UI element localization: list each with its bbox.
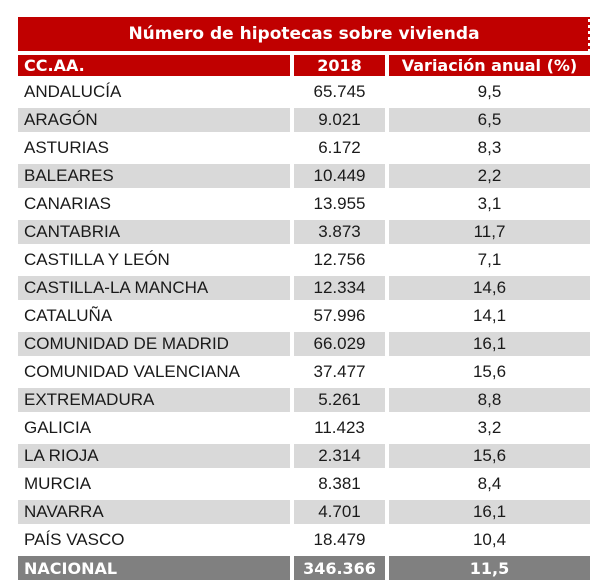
table-title: Número de hipotecas sobre vivienda — [14, 13, 594, 55]
variation-cell: 14,6 — [385, 272, 594, 304]
value-2018-cell: 2.314 — [290, 440, 389, 472]
region-name-cell: PAÍS VASCO — [14, 524, 294, 556]
variation-cell: 10,4 — [385, 524, 594, 556]
variation-cell: 6,5 — [385, 104, 594, 136]
value-2018-cell: 10.449 — [290, 160, 389, 192]
region-name-cell: COMUNIDAD DE MADRID — [14, 328, 294, 360]
value-2018-cell: 5.261 — [290, 384, 389, 416]
value-2018-cell: 8.381 — [290, 468, 389, 500]
variation-cell: 7,1 — [385, 244, 594, 276]
footer-value-2018-cell: 346.366 — [290, 552, 389, 584]
table-row: CASTILLA Y LEÓN 12.756 7,1 — [14, 244, 594, 276]
page-break-dashed-line — [588, 13, 591, 53]
region-name-cell: CANARIAS — [14, 188, 294, 220]
table-row: ARAGÓN 9.021 6,5 — [14, 104, 594, 136]
region-name-cell: CASTILLA-LA MANCHA — [14, 272, 294, 304]
column-header-2018: 2018 — [290, 51, 389, 80]
table-row: ASTURIAS 6.172 8,3 — [14, 132, 594, 164]
footer-region-name-cell: NACIONAL — [14, 552, 294, 584]
mortgage-table: Número de hipotecas sobre vivienda CC.AA… — [14, 13, 594, 584]
variation-cell: 9,5 — [385, 76, 594, 108]
variation-cell: 3,2 — [385, 412, 594, 444]
variation-cell: 16,1 — [385, 328, 594, 360]
region-name-cell: ASTURIAS — [14, 132, 294, 164]
variation-cell: 15,6 — [385, 440, 594, 472]
column-header-ccaa: CC.AA. — [14, 51, 294, 80]
value-2018-cell: 12.334 — [290, 272, 389, 304]
table-row: CANTABRIA 3.873 11,7 — [14, 216, 594, 248]
variation-cell: 8,4 — [385, 468, 594, 500]
region-name-cell: BALEARES — [14, 160, 294, 192]
table-row: CASTILLA-LA MANCHA 12.334 14,6 — [14, 272, 594, 304]
variation-cell: 15,6 — [385, 356, 594, 388]
variation-cell: 8,3 — [385, 132, 594, 164]
region-name-cell: GALICIA — [14, 412, 294, 444]
region-name-cell: EXTREMADURA — [14, 384, 294, 416]
value-2018-cell: 9.021 — [290, 104, 389, 136]
table-row: PAÍS VASCO 18.479 10,4 — [14, 524, 594, 556]
table-header-row: CC.AA. 2018 Variación anual (%) — [14, 51, 594, 80]
table-row: CATALUÑA 57.996 14,1 — [14, 300, 594, 332]
value-2018-cell: 57.996 — [290, 300, 389, 332]
region-name-cell: ARAGÓN — [14, 104, 294, 136]
region-name-cell: NAVARRA — [14, 496, 294, 528]
table-row: MURCIA 8.381 8,4 — [14, 468, 594, 500]
value-2018-cell: 37.477 — [290, 356, 389, 388]
table-row: GALICIA 11.423 3,2 — [14, 412, 594, 444]
table-title-row: Número de hipotecas sobre vivienda — [14, 13, 594, 55]
region-name-cell: CATALUÑA — [14, 300, 294, 332]
region-name-cell: COMUNIDAD VALENCIANA — [14, 356, 294, 388]
table-row: NAVARRA 4.701 16,1 — [14, 496, 594, 528]
column-header-variation: Variación anual (%) — [385, 51, 594, 80]
table-row: CANARIAS 13.955 3,1 — [14, 188, 594, 220]
value-2018-cell: 4.701 — [290, 496, 389, 528]
region-name-cell: ANDALUCÍA — [14, 76, 294, 108]
variation-cell: 16,1 — [385, 496, 594, 528]
variation-cell: 14,1 — [385, 300, 594, 332]
value-2018-cell: 66.029 — [290, 328, 389, 360]
variation-cell: 8,8 — [385, 384, 594, 416]
value-2018-cell: 11.423 — [290, 412, 389, 444]
value-2018-cell: 12.756 — [290, 244, 389, 276]
table-row: COMUNIDAD DE MADRID 66.029 16,1 — [14, 328, 594, 360]
table-footer-row: NACIONAL 346.366 11,5 — [14, 552, 594, 584]
value-2018-cell: 65.745 — [290, 76, 389, 108]
table-row: EXTREMADURA 5.261 8,8 — [14, 384, 594, 416]
region-name-cell: CANTABRIA — [14, 216, 294, 248]
region-name-cell: LA RIOJA — [14, 440, 294, 472]
value-2018-cell: 6.172 — [290, 132, 389, 164]
table-row: ANDALUCÍA 65.745 9,5 — [14, 76, 594, 108]
variation-cell: 11,7 — [385, 216, 594, 248]
footer-variation-cell: 11,5 — [385, 552, 594, 584]
value-2018-cell: 3.873 — [290, 216, 389, 248]
variation-cell: 3,1 — [385, 188, 594, 220]
table-row: COMUNIDAD VALENCIANA 37.477 15,6 — [14, 356, 594, 388]
variation-cell: 2,2 — [385, 160, 594, 192]
value-2018-cell: 18.479 — [290, 524, 389, 556]
value-2018-cell: 13.955 — [290, 188, 389, 220]
table-body: ANDALUCÍA 65.745 9,5 ARAGÓN 9.021 6,5 ASTURIAS… — [14, 76, 594, 556]
spreadsheet-canvas: Número de hipotecas sobre vivienda CC.AA… — [14, 13, 594, 584]
table-row: LA RIOJA 2.314 15,6 — [14, 440, 594, 472]
region-name-cell: MURCIA — [14, 468, 294, 500]
region-name-cell: CASTILLA Y LEÓN — [14, 244, 294, 276]
table-row: BALEARES 10.449 2,2 — [14, 160, 594, 192]
